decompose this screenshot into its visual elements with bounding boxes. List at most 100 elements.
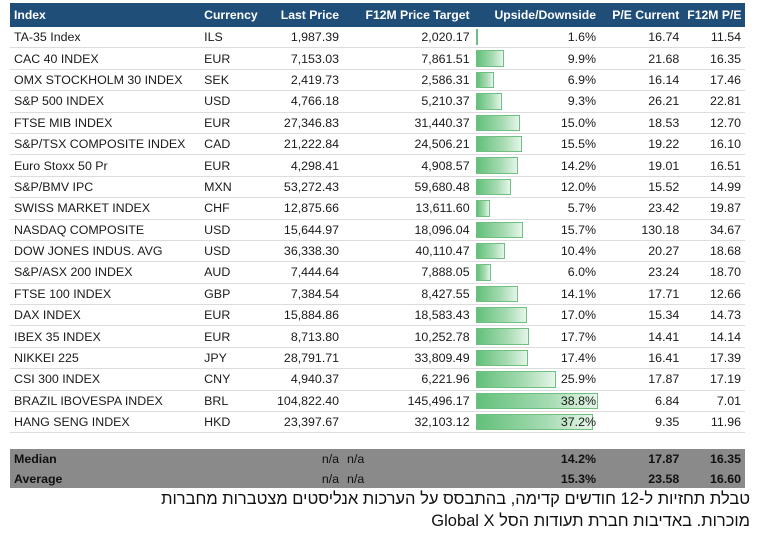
cell-upside-downside: 17.0% — [473, 304, 601, 327]
upside-value: 38.8% — [560, 393, 597, 408]
cell-index: Euro Stoxx 50 Pr — [10, 154, 201, 177]
cell-f12m-pe: 11.54 — [683, 27, 745, 49]
upside-data-bar — [475, 371, 556, 388]
cell-f12m-pe: 14.14 — [683, 325, 745, 348]
table-body: TA-35 Index ILS 1,987.39 2,020.17 1.6% 16.74 1… — [10, 27, 745, 489]
cell-index: FTSE MIB INDEX — [10, 112, 201, 134]
table-row: S&P/TSX COMPOSITE INDEX CAD 21,222.84 24,50… — [10, 133, 745, 156]
cell-f12m-pe: 17.46 — [683, 69, 745, 92]
summary-currency-empty — [200, 449, 260, 469]
spacer-row — [10, 433, 745, 450]
cell-pe-current: 19.22 — [600, 133, 684, 156]
cell-index: NASDAQ COMPOSITE — [10, 219, 201, 241]
cell-currency: EUR — [200, 47, 260, 70]
cell-f12m-pe: 22.81 — [683, 90, 745, 113]
summary-price-target: n/a — [343, 449, 474, 469]
cell-pe-current: 20.27 — [600, 240, 684, 263]
summary-pe-current: 23.58 — [600, 468, 684, 489]
cell-currency: GBP — [200, 283, 260, 306]
upside-data-bar — [475, 178, 511, 196]
upside-data-bar — [475, 135, 523, 153]
summary-f12m-pe: 16.35 — [683, 449, 745, 469]
table-row: FTSE 100 INDEX GBP 7,384.54 8,427.55 14.1% 17… — [10, 283, 745, 306]
cell-pe-current: 16.14 — [600, 69, 684, 92]
header-price-target: F12M Price Target — [343, 3, 474, 27]
cell-f12m-pe: 7.01 — [683, 390, 745, 413]
cell-last-price: 23,397.67 — [259, 411, 344, 434]
upside-value: 15.0% — [560, 115, 597, 130]
upside-value: 17.7% — [560, 329, 597, 344]
table-row: FTSE MIB INDEX EUR 27,346.83 31,440.37 15.0%… — [10, 112, 745, 134]
summary-last-price: n/a — [259, 449, 344, 469]
cell-index: CAC 40 INDEX — [10, 47, 201, 70]
cell-f12m-pe: 16.51 — [683, 154, 745, 177]
table-row: Euro Stoxx 50 Pr EUR 4,298.41 4,908.57 14.2%… — [10, 154, 745, 177]
cell-index: OMX STOCKHOLM 30 INDEX — [10, 69, 201, 92]
upside-data-bar — [475, 242, 506, 260]
cell-pe-current: 6.84 — [600, 390, 684, 413]
cell-f12m-pe: 19.87 — [683, 197, 745, 220]
table-row: TA-35 Index ILS 1,987.39 2,020.17 1.6% 16.74 1… — [10, 27, 745, 49]
cell-last-price: 27,346.83 — [259, 112, 344, 134]
cell-last-price: 36,338.30 — [259, 240, 344, 263]
cell-pe-current: 17.87 — [600, 368, 684, 391]
table-row: DAX INDEX EUR 15,884.86 18,583.43 17.0% 15.34… — [10, 304, 745, 327]
cell-currency: ILS — [200, 27, 260, 49]
cell-index: CSI 300 INDEX — [10, 368, 201, 391]
cell-index: S&P 500 INDEX — [10, 90, 201, 113]
cell-last-price: 28,791.71 — [259, 347, 344, 370]
upside-value: 10.4% — [560, 244, 597, 259]
cell-last-price: 15,884.86 — [259, 304, 344, 327]
upside-value: 17.0% — [560, 308, 597, 323]
cell-index: DAX INDEX — [10, 304, 201, 327]
cell-upside-downside: 15.5% — [473, 133, 601, 156]
cell-last-price: 4,940.37 — [259, 368, 344, 391]
hebrew-caption: טבלת תחזיות ל-12 חודשים קדימה, בהתבסס על… — [8, 488, 750, 532]
cell-last-price: 7,444.64 — [259, 261, 344, 284]
cell-price-target: 7,888.05 — [343, 261, 474, 284]
table-row: HANG SENG INDEX HKD 23,397.67 32,103.12 37.2… — [10, 411, 745, 434]
cell-upside-downside: 14.1% — [473, 283, 601, 306]
cell-pe-current: 130.18 — [600, 219, 684, 241]
cell-price-target: 33,809.49 — [343, 347, 474, 370]
cell-last-price: 8,713.80 — [259, 325, 344, 348]
cell-currency: USD — [200, 219, 260, 241]
cell-currency: EUR — [200, 304, 260, 327]
cell-currency: CAD — [200, 133, 260, 156]
upside-data-bar — [475, 157, 518, 174]
cell-pe-current: 9.35 — [600, 411, 684, 434]
cell-price-target: 2,020.17 — [343, 27, 474, 49]
cell-upside-downside: 9.3% — [473, 90, 601, 113]
cell-pe-current: 26.21 — [600, 90, 684, 113]
cell-currency: JPY — [200, 347, 260, 370]
table-row: OMX STOCKHOLM 30 INDEX SEK 2,419.73 2,586.3… — [10, 69, 745, 92]
cell-pe-current: 15.34 — [600, 304, 684, 327]
cell-upside-downside: 17.7% — [473, 325, 601, 348]
table-row: CAC 40 INDEX EUR 7,153.03 7,861.51 9.9% 21.68… — [10, 47, 745, 70]
cell-upside-downside: 15.7% — [473, 219, 601, 241]
caption-line-2: מוכרות. באדיבות חברת תעודות הסל Global X — [431, 512, 750, 530]
cell-index: NIKKEI 225 — [10, 347, 201, 370]
cell-last-price: 21,222.84 — [259, 133, 344, 156]
cell-last-price: 2,419.73 — [259, 69, 344, 92]
upside-value: 9.3% — [567, 94, 597, 109]
upside-value: 12.0% — [560, 179, 597, 194]
cell-pe-current: 16.74 — [600, 27, 684, 49]
cell-f12m-pe: 34.67 — [683, 219, 745, 241]
upside-data-bar — [475, 50, 504, 67]
header-last-price: Last Price — [259, 3, 344, 27]
cell-index: S&P/TSX COMPOSITE INDEX — [10, 133, 201, 156]
cell-price-target: 8,427.55 — [343, 283, 474, 306]
cell-f12m-pe: 17.39 — [683, 347, 745, 370]
table-row: NIKKEI 225 JPY 28,791.71 33,809.49 17.4% 16.4… — [10, 347, 745, 370]
upside-data-bar — [475, 307, 527, 324]
cell-currency: USD — [200, 240, 260, 263]
cell-index: HANG SENG INDEX — [10, 411, 201, 434]
cell-price-target: 13,611.60 — [343, 197, 474, 220]
spacer-cell — [10, 433, 745, 450]
table-row: BRAZIL IBOVESPA INDEX BRL 104,822.40 145,49… — [10, 390, 745, 413]
cell-upside-downside: 17.4% — [473, 347, 601, 370]
cell-currency: EUR — [200, 112, 260, 134]
upside-data-bar — [475, 264, 492, 281]
upside-value: 9.9% — [567, 51, 597, 66]
